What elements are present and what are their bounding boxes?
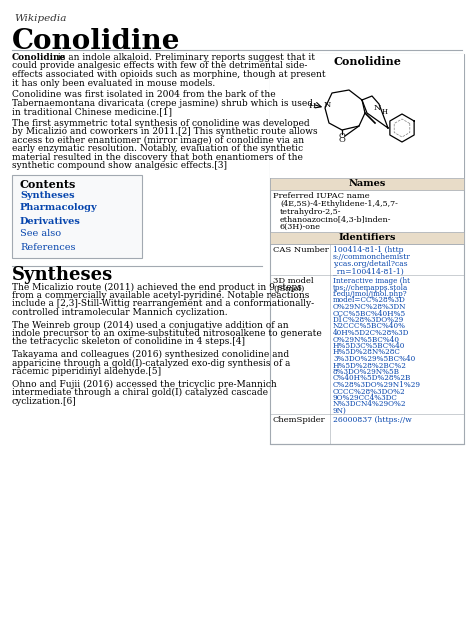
Bar bbox=[270, 68, 464, 178]
Bar bbox=[270, 178, 464, 190]
Text: 100414-81-1 (http: 100414-81-1 (http bbox=[333, 246, 403, 254]
Text: cyclization.[6]: cyclization.[6] bbox=[12, 396, 77, 406]
Text: indole precursor to an oxime-substituted nitrosoalkene to generate: indole precursor to an oxime-substituted… bbox=[12, 329, 322, 338]
Text: N2CCC%5BC%40%: N2CCC%5BC%40% bbox=[333, 322, 406, 331]
Text: 6(3H)-one: 6(3H)-one bbox=[280, 222, 321, 231]
Text: Contents: Contents bbox=[20, 178, 76, 190]
Text: D1C%28%3DO%29: D1C%28%3DO%29 bbox=[333, 316, 404, 324]
Text: O: O bbox=[338, 132, 346, 140]
Text: is an indole alkaloid. Preliminary reports suggest that it: is an indole alkaloid. Preliminary repor… bbox=[55, 53, 315, 62]
Text: the tetracyclic skeleton of conolidine in 4 steps.[4]: the tetracyclic skeleton of conolidine i… bbox=[12, 337, 245, 346]
Text: H%5D3C%5BC%40: H%5D3C%5BC%40 bbox=[333, 342, 405, 350]
Text: could provide analgesic effects with few of the detrimental side-: could provide analgesic effects with few… bbox=[12, 61, 307, 71]
Text: CAS Number: CAS Number bbox=[273, 246, 329, 254]
Text: Tabernaemontana divaricata (crepe jasmine) shrub which is used: Tabernaemontana divaricata (crepe jasmin… bbox=[12, 99, 313, 107]
Text: N: N bbox=[374, 104, 381, 112]
Text: tetrahydro-2,5-: tetrahydro-2,5- bbox=[280, 207, 341, 216]
Text: N%3DCN4%29O%2: N%3DCN4%29O%2 bbox=[333, 401, 407, 408]
Text: 40H%5D2C%28%3D: 40H%5D2C%28%3D bbox=[333, 329, 410, 337]
Text: The first asymmetric total synthesis of conolidine was developed: The first asymmetric total synthesis of … bbox=[12, 119, 310, 128]
FancyBboxPatch shape bbox=[270, 54, 464, 444]
Text: access to either enantiomer (mirror image) of conolidine via an: access to either enantiomer (mirror imag… bbox=[12, 135, 304, 145]
Text: H%5D%28%2BC%2: H%5D%28%2BC%2 bbox=[333, 362, 407, 370]
Text: 3%3DO%29%5BC%40: 3%3DO%29%5BC%40 bbox=[333, 355, 415, 363]
Text: Pharmacology: Pharmacology bbox=[20, 204, 98, 212]
Bar bbox=[270, 54, 464, 68]
Text: C%28%3DO%29N1%29: C%28%3DO%29N1%29 bbox=[333, 381, 421, 389]
Text: 8%3DO%29N%5B: 8%3DO%29N%5B bbox=[333, 368, 400, 376]
Text: H: H bbox=[382, 108, 388, 116]
Text: Conolidine: Conolidine bbox=[12, 53, 66, 62]
Text: (JSmol): (JSmol) bbox=[273, 285, 304, 293]
Text: 3D model: 3D model bbox=[273, 277, 314, 285]
Text: material resulted in the discovery that both enantiomers of the: material resulted in the discovery that … bbox=[12, 152, 303, 162]
Text: in traditional Chinese medicine.[1]: in traditional Chinese medicine.[1] bbox=[12, 107, 172, 116]
Text: intermediate through a chiral gold(I) catalyzed cascade: intermediate through a chiral gold(I) ca… bbox=[12, 388, 268, 397]
Text: by Micalizio and coworkers in 2011.[2] This synthetic route allows: by Micalizio and coworkers in 2011.[2] T… bbox=[12, 127, 318, 136]
Text: Derivatives: Derivatives bbox=[20, 217, 81, 226]
Text: model=CC%28%3D: model=CC%28%3D bbox=[333, 296, 406, 305]
Text: CCC%5BC%40H%5: CCC%5BC%40H%5 bbox=[333, 310, 406, 317]
FancyBboxPatch shape bbox=[12, 174, 142, 257]
Text: References: References bbox=[20, 243, 75, 252]
Text: racemic piperidinyl aldehyde.[5]: racemic piperidinyl aldehyde.[5] bbox=[12, 367, 161, 376]
Text: O%29NC%28%3DN: O%29NC%28%3DN bbox=[333, 303, 407, 311]
Text: s://commonchemistr: s://commonchemistr bbox=[333, 253, 411, 261]
Text: controlled intramolecular Mannich cyclization.: controlled intramolecular Mannich cycliz… bbox=[12, 308, 228, 317]
Text: f.edu/jmol/jmol.php?: f.edu/jmol/jmol.php? bbox=[333, 290, 408, 298]
Text: H%5D%28N%28C: H%5D%28N%28C bbox=[333, 348, 401, 356]
Text: H: H bbox=[308, 102, 316, 110]
Text: Names: Names bbox=[348, 179, 386, 188]
Text: y.cas.org/detail?cas: y.cas.org/detail?cas bbox=[333, 260, 408, 268]
Text: See also: See also bbox=[20, 229, 61, 238]
Text: effects associated with opioids such as morphine, though at present: effects associated with opioids such as … bbox=[12, 70, 326, 79]
Text: CCCC%28%3DO%2: CCCC%28%3DO%2 bbox=[333, 387, 406, 396]
Bar bbox=[270, 232, 464, 244]
Text: from a commercially available acetyl-pyridine. Notable reactions: from a commercially available acetyl-pyr… bbox=[12, 291, 310, 300]
Text: 26000837 (https://w: 26000837 (https://w bbox=[333, 415, 412, 423]
Text: Syntheses: Syntheses bbox=[20, 190, 74, 200]
Text: 9O%29CC4%3DC: 9O%29CC4%3DC bbox=[333, 394, 398, 402]
Text: Wikipedia: Wikipedia bbox=[14, 14, 66, 23]
Text: Conolidine was first isolated in 2004 from the bark of the: Conolidine was first isolated in 2004 fr… bbox=[12, 90, 275, 99]
Text: O: O bbox=[338, 136, 346, 144]
Text: Takayama and colleagues (2016) synthesized conolidine and: Takayama and colleagues (2016) synthesiz… bbox=[12, 350, 289, 359]
Text: Interactive image (ht: Interactive image (ht bbox=[333, 277, 410, 285]
Text: synthetic compound show analgesic effects.[3]: synthetic compound show analgesic effect… bbox=[12, 161, 227, 170]
Text: tps://chemapps.stola: tps://chemapps.stola bbox=[333, 284, 408, 291]
Text: The Micalizio route (2011) achieved the end product in 9 steps: The Micalizio route (2011) achieved the … bbox=[12, 283, 302, 291]
Text: early enzymatic resolution. Notably, evaluation of the synthetic: early enzymatic resolution. Notably, eva… bbox=[12, 144, 303, 153]
Text: O%29N%5BC%40: O%29N%5BC%40 bbox=[333, 336, 400, 344]
Text: Conolidine: Conolidine bbox=[333, 56, 401, 67]
Text: Syntheses: Syntheses bbox=[12, 267, 113, 284]
Text: 9N): 9N) bbox=[333, 407, 347, 415]
Text: _rn=100414-81-1): _rn=100414-81-1) bbox=[333, 267, 404, 275]
Text: Conolidine: Conolidine bbox=[12, 28, 181, 55]
Text: N: N bbox=[323, 101, 331, 109]
Text: ChemSpider: ChemSpider bbox=[273, 415, 326, 423]
Text: Identifiers: Identifiers bbox=[338, 233, 396, 242]
Text: it has only been evaluated in mouse models.: it has only been evaluated in mouse mode… bbox=[12, 78, 215, 87]
Text: Preferred IUPAC name: Preferred IUPAC name bbox=[273, 192, 370, 200]
Text: include a [2,3]-Still-Wittig rearrangement and a conformationally-: include a [2,3]-Still-Wittig rearrangeme… bbox=[12, 300, 314, 308]
Text: C%40H%5D%28%2B: C%40H%5D%28%2B bbox=[333, 375, 411, 382]
Text: apparicine through a gold(I)-catalyzed exo-dig synthesis of a: apparicine through a gold(I)-catalyzed e… bbox=[12, 358, 291, 368]
Text: The Weinreb group (2014) used a conjugative addition of an: The Weinreb group (2014) used a conjugat… bbox=[12, 320, 289, 330]
Text: (4E,5S)-4-Ethylidene-1,4,5,7-: (4E,5S)-4-Ethylidene-1,4,5,7- bbox=[280, 200, 398, 208]
Text: Ohno and Fujii (2016) accessed the tricyclic pre-Mannich: Ohno and Fujii (2016) accessed the tricy… bbox=[12, 379, 277, 389]
Text: ethanoazocino[4,3-b]inden-: ethanoazocino[4,3-b]inden- bbox=[280, 215, 392, 223]
